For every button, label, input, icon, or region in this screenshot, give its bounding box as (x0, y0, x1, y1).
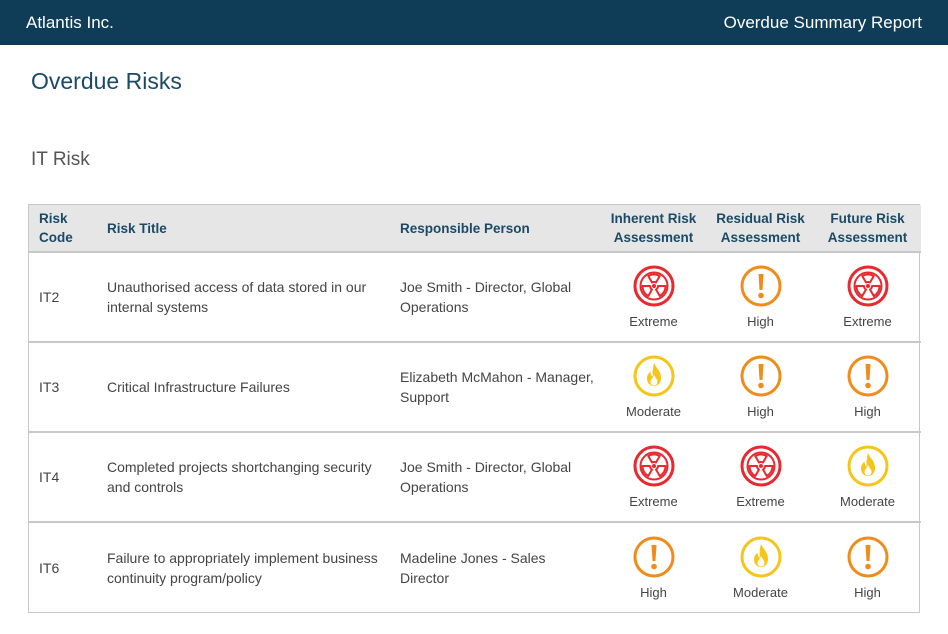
column-header-code: Risk Code (39, 211, 73, 245)
exclamation-icon (633, 536, 674, 577)
report-title: Overdue Summary Report (723, 12, 922, 32)
radiation-icon (633, 445, 674, 487)
rating-label: High (747, 404, 774, 419)
inherent-rating-cell: High (600, 522, 707, 612)
report-header-bar: Atlantis Inc. Overdue Summary Report (0, 0, 948, 45)
column-header-future: Future Risk Assessment (827, 211, 908, 245)
radiation-icon (740, 445, 781, 487)
rating-icon (846, 444, 890, 488)
page-title: Overdue Risks (31, 68, 182, 94)
rating-icon (846, 354, 890, 398)
future-rating-cell: High (814, 342, 921, 432)
column-header-residual: Residual Risk Assessment (716, 211, 805, 245)
column-header-person: Responsible Person (400, 220, 530, 236)
residual-rating-cell: Moderate (707, 522, 814, 612)
risk-table: Risk Code Risk Title Responsible Person … (28, 204, 921, 613)
flame-icon (740, 536, 781, 577)
rating-icon (846, 535, 890, 579)
responsible-person: Madeline Jones - Sales Director (400, 549, 546, 586)
rating-icon (632, 264, 676, 308)
exclamation-icon (740, 265, 781, 307)
rating-icon (846, 264, 890, 308)
risk-code: IT2 (39, 289, 60, 305)
section-title: IT Risk (31, 149, 90, 170)
risk-title: Completed projects shortchanging securit… (107, 459, 372, 495)
responsible-person: Joe Smith - Director, Global Operations (400, 459, 572, 495)
inherent-rating-cell: Extreme (600, 252, 707, 342)
exclamation-icon (847, 536, 888, 577)
radiation-icon (847, 265, 888, 307)
table-row: IT2 Unauthorised access of data stored i… (29, 252, 921, 342)
risk-code: IT6 (39, 559, 60, 576)
flame-icon (847, 445, 888, 487)
table-row: IT4 Completed projects shortchanging sec… (29, 432, 921, 522)
flame-icon (633, 355, 674, 397)
risk-title: Unauthorised access of data stored in ou… (107, 279, 367, 315)
risk-code: IT3 (39, 379, 60, 395)
rating-label: Extreme (843, 314, 892, 329)
table-row: IT6 Failure to appropriately implement b… (29, 522, 921, 612)
rating-label: Extreme (629, 314, 678, 329)
residual-rating-cell: Extreme (707, 432, 814, 522)
responsible-person: Joe Smith - Director, Global Operations (400, 279, 572, 315)
rating-label: Extreme (736, 494, 785, 509)
rating-icon (739, 444, 783, 488)
exclamation-icon (847, 355, 888, 397)
column-header-title: Risk Title (107, 220, 167, 236)
future-rating-cell: Extreme (814, 252, 921, 342)
inherent-rating-cell: Extreme (600, 432, 707, 522)
rating-label: Moderate (840, 494, 895, 509)
rating-icon (739, 535, 783, 579)
residual-rating-cell: High (707, 342, 814, 432)
rating-label: High (747, 314, 774, 329)
column-header-inherent: Inherent Risk Assessment (610, 211, 697, 245)
rating-label: Extreme (629, 494, 678, 509)
risk-code: IT4 (39, 469, 60, 485)
risk-title: Critical Infrastructure Failures (107, 379, 290, 395)
residual-rating-cell: High (707, 252, 814, 342)
exclamation-icon (740, 355, 781, 397)
rating-icon (739, 354, 783, 398)
rating-icon (632, 444, 676, 488)
rating-icon (739, 264, 783, 308)
rating-icon (632, 535, 676, 579)
future-rating-cell: Moderate (814, 432, 921, 522)
inherent-rating-cell: Moderate (600, 342, 707, 432)
risk-title: Failure to appropriately implement busin… (107, 549, 378, 586)
radiation-icon (633, 265, 674, 307)
company-name: Atlantis Inc. (26, 12, 114, 32)
table-row: IT3 Critical Infrastructure Failures Eli… (29, 342, 921, 432)
rating-label: High (854, 584, 881, 600)
table-header-row: Risk Code Risk Title Responsible Person … (29, 205, 921, 252)
rating-label: High (640, 584, 667, 600)
rating-label: High (854, 404, 881, 419)
responsible-person: Elizabeth McMahon - Manager, Support (400, 369, 594, 405)
rating-label: Moderate (733, 584, 788, 600)
rating-label: Moderate (626, 404, 681, 419)
future-rating-cell: High (814, 522, 921, 612)
rating-icon (632, 354, 676, 398)
